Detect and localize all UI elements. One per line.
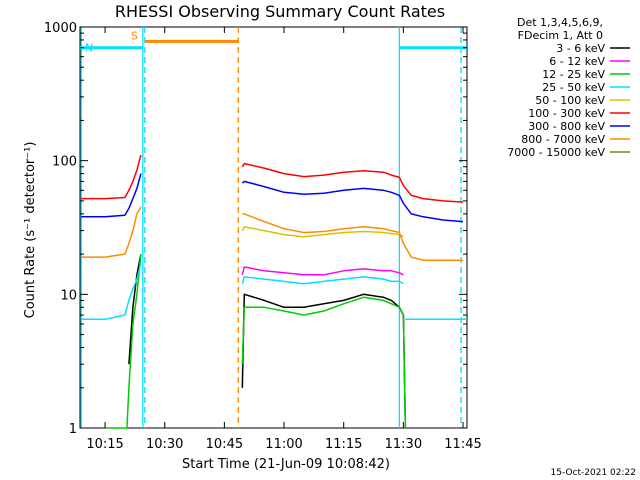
legend-label-4: 50 - 100 keV <box>535 94 605 107</box>
legend-label-3: 25 - 50 keV <box>542 81 605 94</box>
x-tick-label-2: 10:45 <box>206 437 243 452</box>
series-line-2-1 <box>241 296 407 429</box>
data-series <box>81 154 467 429</box>
y-tick-label-1: 10 <box>60 288 77 303</box>
y-axis-label: Count Rate (s⁻¹ detector⁻¹) <box>23 142 38 319</box>
series-line-4-0 <box>241 226 404 238</box>
series-line-6-1 <box>241 180 464 223</box>
flag-label-1: N <box>85 42 93 55</box>
y-axis-ticks: 1 10 100 1000 <box>44 21 467 437</box>
y-tick-label-2: 100 <box>52 155 77 170</box>
x-tick-label-5: 11:30 <box>385 437 422 452</box>
chart-title: RHESSI Observing Summary Count Rates <box>115 2 445 21</box>
legend-label-1: 6 - 12 keV <box>549 55 605 68</box>
legend-label-6: 300 - 800 keV <box>528 120 605 133</box>
legend-label-5: 100 - 300 keV <box>528 107 605 120</box>
series-line-5-1 <box>241 162 464 203</box>
series-line-3-0 <box>81 263 142 321</box>
flag-bars: SN <box>80 29 467 55</box>
series-line-7-0 <box>81 206 142 258</box>
series-line-7-1 <box>242 213 463 261</box>
x-tick-label-1: 10:30 <box>146 437 183 452</box>
flag-label-0: S <box>131 29 138 42</box>
x-tick-label-4: 11:15 <box>325 437 362 452</box>
series-line-6-0 <box>81 173 142 218</box>
x-tick-label-6: 11:45 <box>444 437 481 452</box>
legend-header-0: Det 1,3,4,5,6,9, <box>517 16 603 29</box>
y-tick-label-3: 1000 <box>44 21 77 36</box>
y-tick-label-0: 1 <box>69 422 77 437</box>
generation-timestamp: 15-Oct-2021 02:22 <box>551 468 636 478</box>
legend-label-0: 3 - 6 keV <box>556 42 605 55</box>
series-line-2-0 <box>105 254 142 429</box>
legend: Det 1,3,4,5,6,9,FDecim 1, Att 03 - 6 keV… <box>507 16 630 159</box>
series-line-0-0 <box>128 253 142 365</box>
legend-label-2: 12 - 25 keV <box>542 68 605 81</box>
series-line-0-1 <box>241 293 407 429</box>
series-line-3-1 <box>241 276 404 285</box>
observation-markers <box>80 27 462 428</box>
x-tick-label-0: 10:15 <box>86 437 123 452</box>
legend-label-8: 7000 - 15000 keV <box>507 146 605 159</box>
x-axis-ticks: 10:15 10:30 10:45 11:00 11:15 11:30 11:45 <box>86 27 482 452</box>
x-tick-label-3: 11:00 <box>265 437 302 452</box>
x-axis-label: Start Time (21-Jun-09 10:08:42) <box>182 457 390 472</box>
legend-label-7: 800 - 7000 keV <box>521 133 605 146</box>
series-line-5-0 <box>81 154 142 200</box>
plot-area <box>79 26 468 429</box>
series-line-1-0 <box>241 266 404 276</box>
legend-header-1: FDecim 1, Att 0 <box>518 29 603 42</box>
